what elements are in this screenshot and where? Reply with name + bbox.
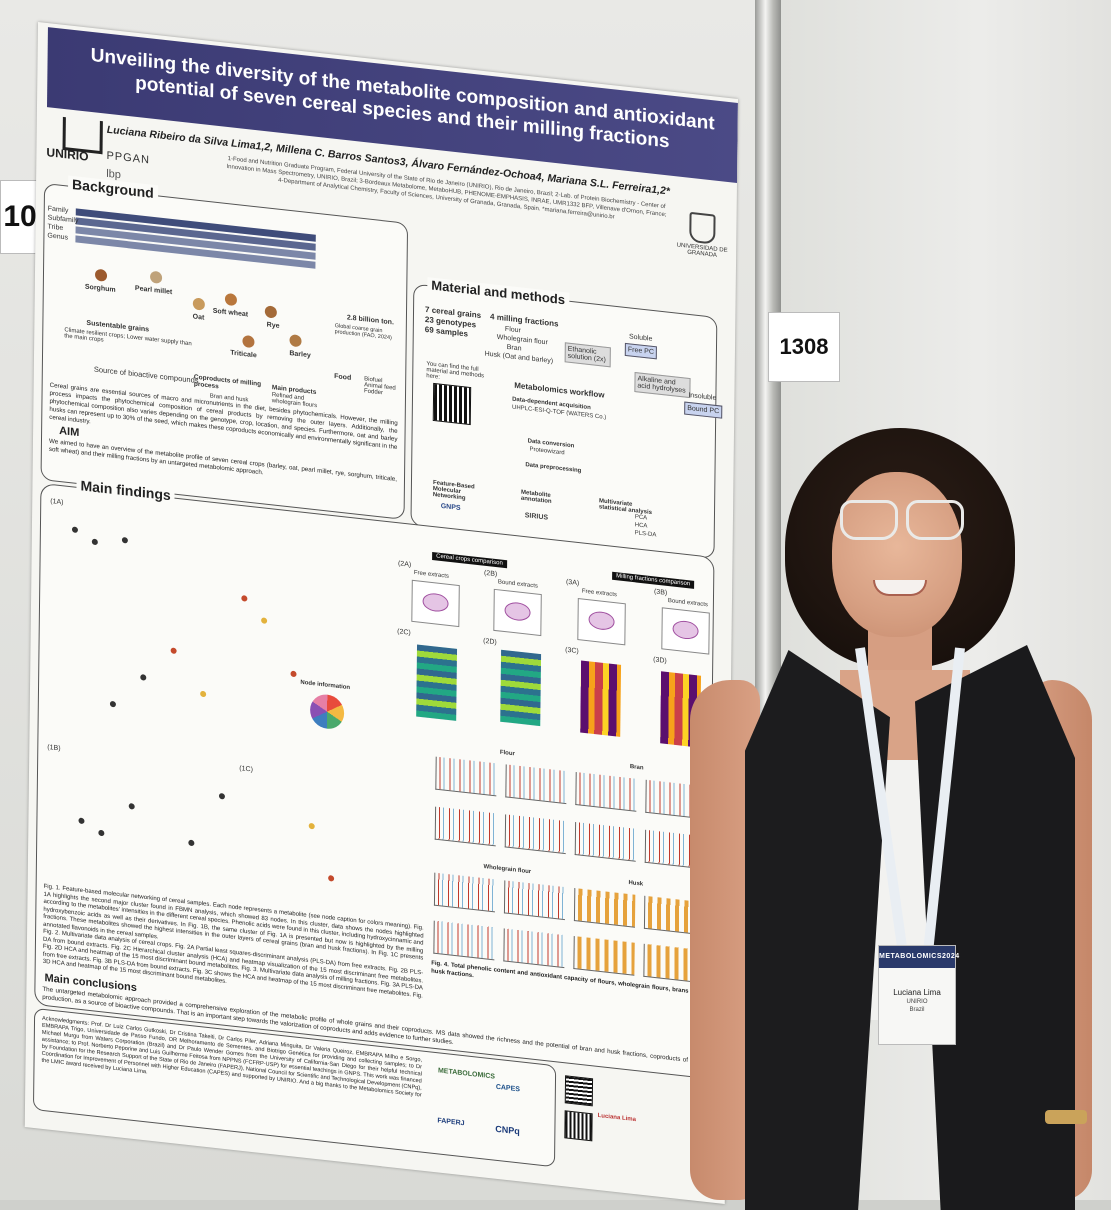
network-node: [328, 875, 335, 882]
network-node: [71, 526, 78, 534]
bar-chart-husk-tpc: [573, 888, 636, 928]
cereal-oat: Oat: [192, 313, 205, 322]
barley-grain-icon: [289, 334, 302, 348]
bar-chart-wholegrain-abts: [503, 928, 565, 969]
network-node: [78, 817, 85, 825]
tool-pca: PCA: [634, 514, 648, 522]
bar-chart-wholegrain-dpph: [503, 880, 566, 921]
glasses-lens-right: [906, 500, 964, 540]
rye-grain-icon: [264, 305, 277, 319]
plsda-plot-2a: [411, 579, 460, 628]
qr-code-icon: [432, 382, 472, 426]
ugr-logo-text: UNIVERSIDAD DE GRANADA: [676, 242, 728, 259]
badge-event: METABOLOMICS2024: [879, 946, 959, 968]
network-node: [241, 595, 248, 602]
watch-icon: [1045, 1110, 1087, 1124]
pearl-millet-grain-icon: [150, 270, 163, 284]
panel-label-1b: (1B): [47, 743, 61, 753]
booth-number-left: 10: [0, 180, 40, 254]
network-node: [261, 617, 268, 624]
bar-chart-bran-frap: [574, 822, 637, 862]
qr-code-orcid-icon: [564, 1110, 593, 1142]
presenter: METABOLOMICS2024 Luciana Lima UNIRIO Bra…: [690, 420, 1111, 1210]
name-badge: METABOLOMICS2024 Luciana Lima UNIRIO Bra…: [878, 945, 959, 1045]
network-node: [200, 690, 207, 698]
wheat-grain-icon: [224, 292, 237, 307]
network-node: [140, 674, 147, 681]
heatmap-2d: [500, 649, 542, 727]
presenter-face: [832, 472, 962, 637]
bar-chart-flour-dpph: [505, 764, 567, 805]
tool-hca: HCA: [634, 522, 648, 530]
panel-label-3a: (3A): [565, 578, 580, 588]
panel-label-2d: (2D): [483, 637, 497, 647]
glasses-icon: [840, 500, 964, 540]
poster: Unveiling the diversity of the metabolit…: [24, 22, 739, 1209]
unirio-logo-icon: [62, 116, 103, 155]
ugr-logo: UNIVERSIDAD DE GRANADA: [676, 210, 729, 260]
oat-grain-icon: [192, 297, 205, 311]
bar-chart-bran-tpc: [575, 772, 637, 812]
badge-name: Luciana Lima: [893, 988, 941, 997]
panel-label-2b: (2B): [483, 569, 498, 579]
bar-chart-flour-frap: [434, 806, 497, 847]
bar-chart-wholegrain-frap: [433, 920, 495, 961]
badge-org: UNIRIO: [906, 999, 928, 1005]
heatmap-2c: [416, 644, 458, 721]
qr-code-contact-icon: [564, 1075, 594, 1107]
fraction-bran: Bran: [506, 343, 522, 353]
network-node: [170, 647, 177, 655]
panel-label-2c: (2C): [397, 628, 411, 637]
network-node: [128, 803, 135, 810]
heatmap-3c: [580, 660, 622, 737]
bar-chart-flour-abts: [504, 814, 567, 855]
aim-heading: AIM: [59, 424, 80, 440]
lanyard: [855, 647, 965, 948]
panel-label-3b: (3B): [653, 588, 668, 597]
panel-label-3d: (3D): [653, 656, 667, 665]
network-node: [188, 839, 195, 847]
cereal-rye: Rye: [266, 321, 280, 330]
network-node: [290, 670, 297, 678]
booth-number-right: 1308: [768, 312, 840, 382]
panel-label-3c: (3C): [565, 646, 579, 656]
plsda-plot-3a: [577, 598, 626, 646]
plsda-plot-2b: [493, 588, 542, 637]
network-node: [98, 829, 105, 837]
panel-label-1c: (1C): [239, 765, 253, 774]
network-node: [121, 536, 128, 544]
lanyard-strap-right: [923, 647, 965, 947]
glasses-lens-left: [840, 500, 898, 540]
network-node: [218, 792, 225, 800]
bar-chart-wholegrain-tpc: [433, 872, 496, 913]
network-node: [308, 822, 315, 830]
note-biofuel: Biofuel Animal feed Fodder: [363, 376, 396, 397]
contact-name: Luciana Lima: [597, 1112, 637, 1124]
sorghum-grain-icon: [94, 268, 108, 282]
triticale-grain-icon: [242, 334, 255, 349]
bar-chart-flour-tpc: [435, 756, 497, 797]
ugr-seal-icon: [689, 211, 716, 245]
panel-label-2a: (2A): [397, 560, 412, 569]
presenter-smile: [873, 580, 927, 596]
network-node: [91, 538, 98, 546]
lanyard-strap-left: [855, 647, 907, 946]
network-node: [109, 700, 116, 708]
bar-chart-husk-frap: [573, 936, 635, 976]
badge-country: Brazil: [909, 1007, 925, 1013]
